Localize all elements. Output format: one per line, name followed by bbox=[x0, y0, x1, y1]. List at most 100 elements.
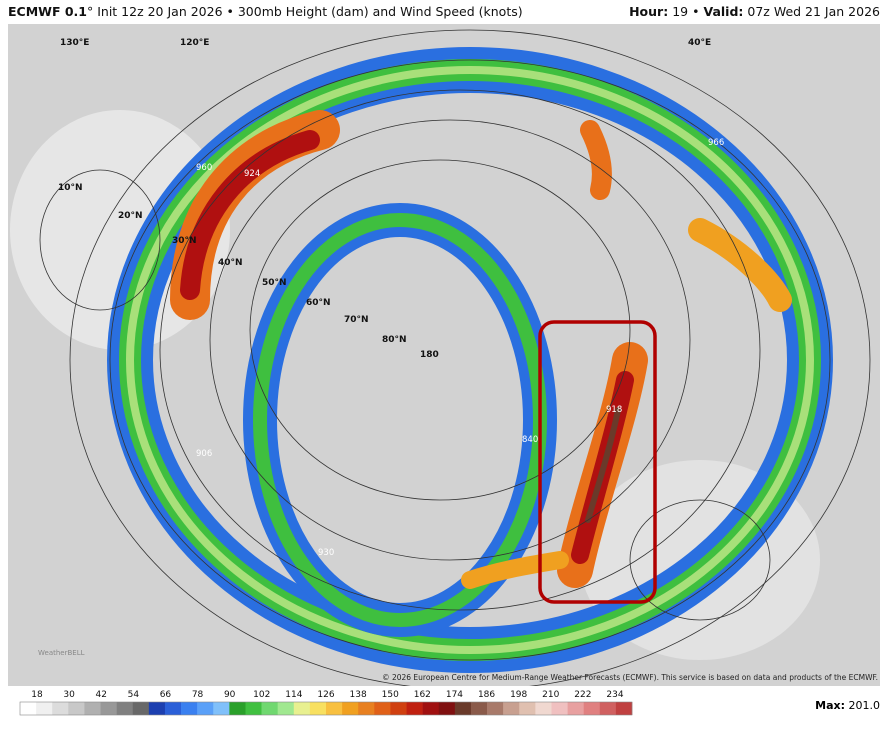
color-swatch bbox=[100, 702, 117, 715]
colorbar-label: 66 bbox=[160, 690, 172, 700]
contour-label: 924 bbox=[244, 169, 260, 179]
valid-label: Valid: bbox=[703, 4, 743, 19]
colorbar-label: 138 bbox=[350, 690, 367, 700]
colorbar-label: 126 bbox=[317, 690, 334, 700]
color-swatch bbox=[422, 702, 440, 715]
color-swatch bbox=[454, 702, 472, 715]
map-label: 180 bbox=[420, 350, 439, 360]
color-swatch bbox=[197, 702, 214, 715]
color-swatch bbox=[132, 702, 150, 715]
map-label: 40°N bbox=[218, 258, 243, 268]
jet-core bbox=[585, 407, 621, 523]
contour-line bbox=[629, 499, 771, 621]
colorbar-label: 150 bbox=[382, 690, 399, 700]
contour-line bbox=[109, 59, 831, 661]
color-swatch bbox=[116, 702, 134, 715]
contour-label: 930 bbox=[318, 548, 334, 558]
color-swatch bbox=[245, 702, 262, 715]
contour-label: 966 bbox=[708, 138, 724, 148]
color-swatch bbox=[503, 702, 520, 715]
color-swatch bbox=[68, 702, 85, 715]
colorbar-label: 90 bbox=[224, 690, 236, 700]
contour-label: 840 bbox=[522, 435, 538, 445]
color-swatch bbox=[390, 702, 407, 715]
colorbar-label: 78 bbox=[192, 690, 204, 700]
color-swatch bbox=[535, 702, 552, 715]
color-swatch bbox=[293, 702, 311, 715]
color-swatch bbox=[277, 702, 295, 715]
map-label: 80°N bbox=[382, 335, 407, 345]
header-title: ECMWF 0.1° Init 12z 20 Jan 2026 • 300mb … bbox=[8, 4, 523, 19]
logo: WeatherBELL bbox=[38, 649, 85, 657]
color-swatch bbox=[599, 702, 617, 715]
contour-line bbox=[249, 159, 631, 501]
title-rest: ° Init 12z 20 Jan 2026 • 300mb Height (d… bbox=[87, 4, 523, 19]
color-swatch bbox=[406, 702, 423, 715]
model-name: ECMWF 0.1 bbox=[8, 4, 87, 19]
colorbar-label: 162 bbox=[414, 690, 431, 700]
colorbar-label: 102 bbox=[253, 690, 270, 700]
height-contours bbox=[39, 29, 871, 686]
map-label: 20°N bbox=[118, 211, 143, 221]
color-swatch bbox=[229, 702, 246, 715]
map-label: 10°N bbox=[58, 183, 83, 193]
color-swatch bbox=[181, 702, 198, 715]
contour-line bbox=[69, 29, 871, 686]
color-swatch bbox=[470, 702, 488, 715]
jet-core bbox=[580, 120, 612, 200]
jet-core bbox=[180, 130, 320, 300]
header-valid: Hour: 19 • Valid: 07z Wed 21 Jan 2026 bbox=[629, 4, 880, 19]
jet-core bbox=[688, 218, 792, 312]
colorbar-label: 18 bbox=[31, 690, 43, 700]
colorbar-label: 198 bbox=[510, 690, 527, 700]
color-swatch bbox=[309, 702, 327, 715]
contour-label: 906 bbox=[196, 449, 212, 459]
color-swatch bbox=[84, 702, 101, 715]
map-label: 40°E bbox=[688, 38, 711, 48]
max-label: Max: bbox=[815, 699, 845, 712]
colorbar-label: 186 bbox=[478, 690, 495, 700]
color-swatch bbox=[213, 702, 230, 715]
contour-line bbox=[159, 89, 761, 611]
hour-value: 19 • bbox=[672, 4, 699, 19]
colorbar-label: 174 bbox=[446, 690, 463, 700]
max-text: Max: 201.0 bbox=[815, 699, 880, 712]
colorbar: 18 30 42 54 66 78 90 102 114 126 138 150 162 174 186 19… bbox=[19, 690, 633, 716]
color-swatch bbox=[164, 702, 182, 715]
map-label: 50°N bbox=[262, 278, 287, 288]
jet-stream-outer bbox=[107, 47, 833, 673]
color-swatch bbox=[148, 702, 166, 715]
color-swatch bbox=[342, 702, 359, 715]
color-swatch bbox=[20, 702, 37, 715]
color-swatch bbox=[615, 702, 633, 715]
color-swatch bbox=[551, 702, 568, 715]
copyright: © 2026 European Centre for Medium-Range … bbox=[382, 673, 878, 682]
valid-value: 07z Wed 21 Jan 2026 bbox=[747, 4, 880, 19]
highlight-box bbox=[538, 320, 657, 604]
contour-line bbox=[39, 169, 161, 311]
contour-label: 918 bbox=[606, 405, 622, 415]
map-label: 120°E bbox=[180, 38, 209, 48]
max-value: 201.0 bbox=[849, 699, 881, 712]
color-swatch bbox=[52, 702, 69, 715]
map-label: 130°E bbox=[60, 38, 89, 48]
colorbar-label: 222 bbox=[574, 690, 591, 700]
jet-band bbox=[126, 66, 814, 654]
contour-label: 960 bbox=[196, 163, 212, 173]
colorbar-label: 30 bbox=[63, 690, 75, 700]
colorbar-frame bbox=[19, 701, 633, 716]
colorbar-label: 210 bbox=[542, 690, 559, 700]
color-swatch bbox=[519, 702, 536, 715]
color-swatch bbox=[326, 702, 343, 715]
color-swatch bbox=[36, 702, 53, 715]
colorbar-label: 54 bbox=[128, 690, 140, 700]
contour-line bbox=[209, 119, 691, 561]
colorbar-label: 234 bbox=[606, 690, 623, 700]
color-swatch bbox=[438, 702, 456, 715]
color-swatch bbox=[374, 702, 391, 715]
colorbar-label: 42 bbox=[95, 690, 106, 700]
map: WeatherBELL © 2026 European Centre for M… bbox=[8, 24, 880, 686]
map-labels: 10°N 20°N 30°N 40°N 50°N 60°N 70°N 80°N 180 40°E 1… bbox=[58, 38, 724, 558]
